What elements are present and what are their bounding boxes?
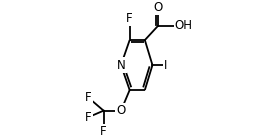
Text: O: O xyxy=(153,1,162,14)
Text: O: O xyxy=(116,104,126,117)
Text: I: I xyxy=(164,59,167,72)
Text: OH: OH xyxy=(174,19,192,32)
Text: F: F xyxy=(85,111,92,124)
Text: N: N xyxy=(117,59,125,72)
Text: F: F xyxy=(100,125,107,138)
Text: F: F xyxy=(126,12,133,25)
Text: F: F xyxy=(85,91,92,104)
